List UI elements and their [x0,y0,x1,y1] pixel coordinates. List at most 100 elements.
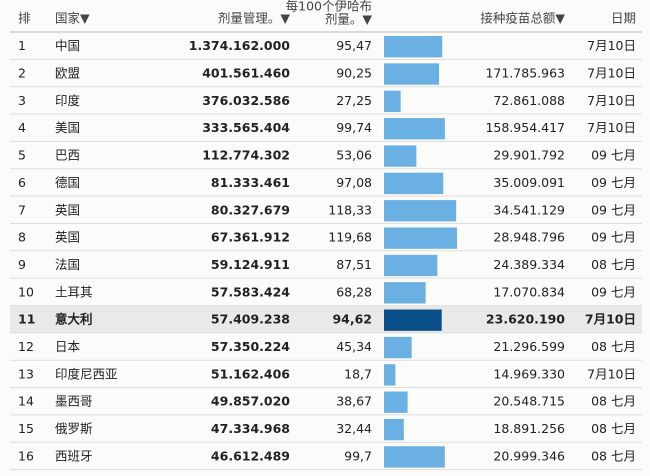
date: 7月10日 [587,38,636,53]
date: 09 七月 [591,284,636,299]
date: 7月10日 [587,66,636,81]
per100-bar [384,172,444,195]
rank: 5 [18,148,26,163]
date: 08 七月 [591,339,636,354]
total: 35.009.091 [493,175,565,190]
total: 23.620.190 [486,312,565,327]
rank: 9 [18,257,26,272]
per100-bar [384,200,457,222]
rank: 3 [18,93,26,108]
row-highlight [10,305,642,333]
per100: 32,44 [336,421,372,436]
per100-bar [384,118,445,140]
per100: 95,47 [336,38,372,53]
country: 欧盟 [55,66,80,81]
doses: 81.333.461 [211,175,290,190]
date: 09 七月 [591,175,636,190]
rank: 4 [18,120,26,135]
per100: 53,06 [336,148,372,163]
per100: 87,51 [336,257,372,272]
total: 171.785.963 [485,66,565,81]
country: 西班牙 [55,448,93,463]
total: 158.954.417 [485,120,565,135]
per100-bar [384,254,438,277]
per100: 27,25 [336,93,372,108]
date: 08 七月 [591,257,636,272]
total: 34.541.129 [493,202,565,217]
header-date: 日期 [611,11,636,26]
per100-bar [384,145,417,167]
per100: 18,7 [344,366,372,381]
country: 巴西 [55,148,80,163]
doses: 51.162.406 [211,366,290,381]
rank: 1 [18,38,26,53]
doses: 57.409.238 [211,312,290,327]
total: 18.891.256 [493,421,565,436]
total: 20.548.715 [493,394,565,409]
header-rank: 排 [18,11,31,26]
date: 7月10日 [587,93,636,108]
per100: 118,33 [328,202,372,217]
per100-bar [384,227,458,249]
header-doses[interactable]: 剂量管理。▼ [218,11,291,26]
per100: 90,25 [336,66,372,81]
date: 7月10日 [587,120,636,135]
per100: 119,68 [328,230,372,245]
per100-bar [384,364,396,386]
per100-bar [384,391,408,413]
date: 09 七月 [591,202,636,217]
per100-bar [384,282,426,304]
country: 意大利 [55,312,93,327]
per100-bar [384,63,440,85]
total: 28.948.796 [493,230,565,245]
date: 09 七月 [591,230,636,245]
doses: 57.350.224 [211,339,290,354]
country: 法国 [55,257,80,272]
per100: 94,62 [332,312,372,327]
rank: 6 [18,175,26,190]
per100: 99,7 [344,448,372,463]
doses: 80.327.679 [211,202,290,217]
doses: 376.032.586 [202,93,290,108]
date: 08 七月 [591,394,636,409]
country: 印度尼西亚 [55,366,118,381]
rank: 11 [18,312,35,327]
doses: 401.561.460 [202,66,290,81]
per100-bar [384,90,401,113]
doses: 112.774.302 [202,148,290,163]
per100: 97,08 [336,175,372,190]
country: 中国 [55,38,80,53]
total: 72.861.088 [493,93,565,108]
rank: 15 [18,421,34,436]
header-country[interactable]: 国家▼ [55,11,90,26]
country: 德国 [55,175,80,190]
rank: 13 [18,366,34,381]
doses: 57.583.424 [211,284,290,299]
total: 14.969.330 [493,366,565,381]
header-total[interactable]: 接种疫苗总额▼ [480,11,565,26]
country: 土耳其 [55,284,93,299]
date: 7月10日 [585,312,636,327]
total: 24.389.334 [493,257,565,272]
total: 17.070.834 [493,284,565,299]
country: 英国 [55,202,80,217]
country: 印度 [55,93,81,108]
per100: 99,74 [336,120,372,135]
rank: 16 [18,448,34,463]
total: 29.901.792 [493,148,565,163]
rank: 7 [18,202,26,217]
rank: 2 [18,66,26,81]
per100-bar [384,446,445,468]
country: 英国 [55,230,80,245]
total: 21.296.599 [493,339,565,354]
doses: 59.124.911 [211,257,290,272]
per100-bar [384,336,412,359]
per100-bar [384,309,442,331]
header-per100[interactable]: 剂量。▼ [325,12,373,27]
date: 08 七月 [591,421,636,436]
doses: 46.612.489 [211,448,290,463]
rank: 10 [18,284,34,299]
date: 7月10日 [587,366,636,381]
per100: 68,28 [336,284,372,299]
country: 日本 [55,339,81,354]
